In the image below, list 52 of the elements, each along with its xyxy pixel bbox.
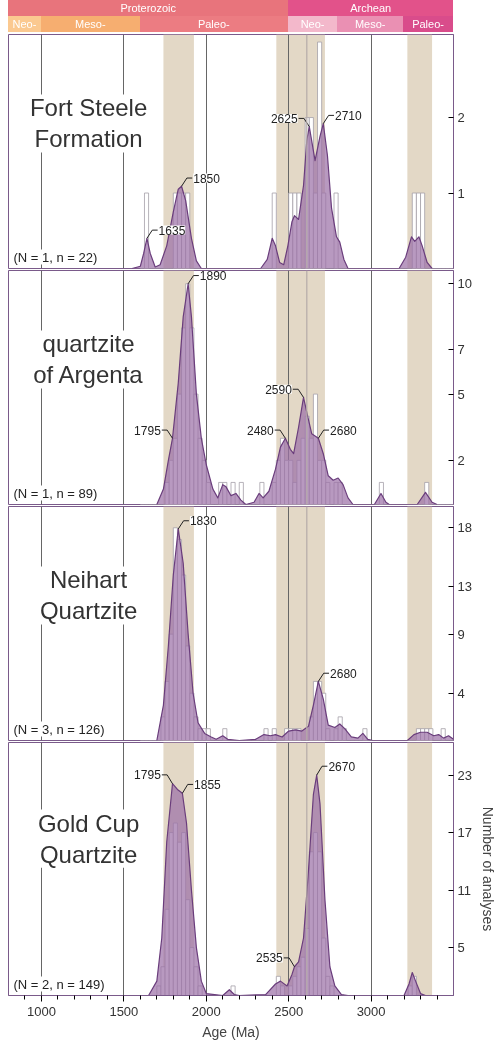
annotation: 1830 bbox=[189, 514, 217, 529]
y-tick-label: 23 bbox=[457, 767, 472, 783]
annotation: 2590 bbox=[265, 382, 293, 397]
y-tick-label: 1 bbox=[457, 185, 465, 201]
text: Meso- bbox=[337, 16, 404, 32]
annotation: 1635 bbox=[158, 223, 186, 238]
annotation: 1890 bbox=[199, 269, 227, 284]
text: Proterozoic bbox=[8, 0, 289, 16]
y-tick-label: 18 bbox=[457, 520, 472, 536]
annotation: 2670 bbox=[328, 759, 356, 774]
y-tick-label: 5 bbox=[457, 386, 465, 402]
annotation: 2680 bbox=[330, 423, 358, 438]
annotation: 1795 bbox=[134, 423, 162, 438]
annotation: 1795 bbox=[134, 768, 162, 783]
text: Neo- bbox=[287, 16, 338, 32]
y-tick-label: 11 bbox=[457, 882, 471, 898]
y-tick-label: 17 bbox=[457, 825, 472, 841]
annotation: 2625 bbox=[270, 111, 298, 126]
y-tick-label: 4 bbox=[457, 685, 465, 701]
y-tick-label: 10 bbox=[457, 276, 472, 292]
text: Neo- bbox=[8, 16, 41, 32]
x-tick-label: 2500 bbox=[274, 1003, 304, 1019]
text: Paleo- bbox=[403, 16, 453, 32]
y-tick-label: 2 bbox=[457, 452, 465, 468]
x-tick-label: 2000 bbox=[191, 1003, 221, 1019]
text: Neihart Quartzite bbox=[39, 566, 138, 625]
y-tick-label: 5 bbox=[457, 940, 465, 956]
annotation: 2710 bbox=[334, 108, 362, 123]
annotation: (N = 2, n = 149) bbox=[13, 976, 105, 992]
y-tick-label: 7 bbox=[457, 342, 465, 358]
annotation: 2680 bbox=[330, 666, 358, 681]
annotation: 1850 bbox=[193, 171, 221, 186]
text: Paleo- bbox=[139, 16, 288, 32]
text: Meso- bbox=[40, 16, 140, 32]
text: Fort Steele Formation bbox=[29, 94, 148, 153]
y-tick-label: 2 bbox=[457, 110, 465, 126]
annotation: (N = 1, n = 89) bbox=[13, 485, 98, 501]
x-tick-label: 3000 bbox=[356, 1003, 386, 1019]
annotation: (N = 3, n = 126) bbox=[13, 721, 105, 737]
annotation: (N = 1, n = 22) bbox=[13, 249, 98, 265]
annotation: 2480 bbox=[247, 423, 275, 438]
text: quartzite of Argenta bbox=[33, 330, 144, 389]
x-tick-label: 1000 bbox=[27, 1003, 56, 1019]
text: Gold Cup Quartzite bbox=[37, 809, 140, 868]
annotation: 2535 bbox=[256, 951, 284, 966]
text: Archean bbox=[288, 0, 454, 16]
annotation: 1855 bbox=[194, 777, 222, 792]
y-axis-title: Number of analyses bbox=[479, 806, 496, 932]
y-tick-label: 13 bbox=[457, 579, 472, 595]
x-tick-label: 1500 bbox=[109, 1003, 139, 1019]
y-tick-label: 9 bbox=[457, 626, 465, 642]
x-axis-title: Age (Ma) bbox=[202, 1023, 260, 1040]
